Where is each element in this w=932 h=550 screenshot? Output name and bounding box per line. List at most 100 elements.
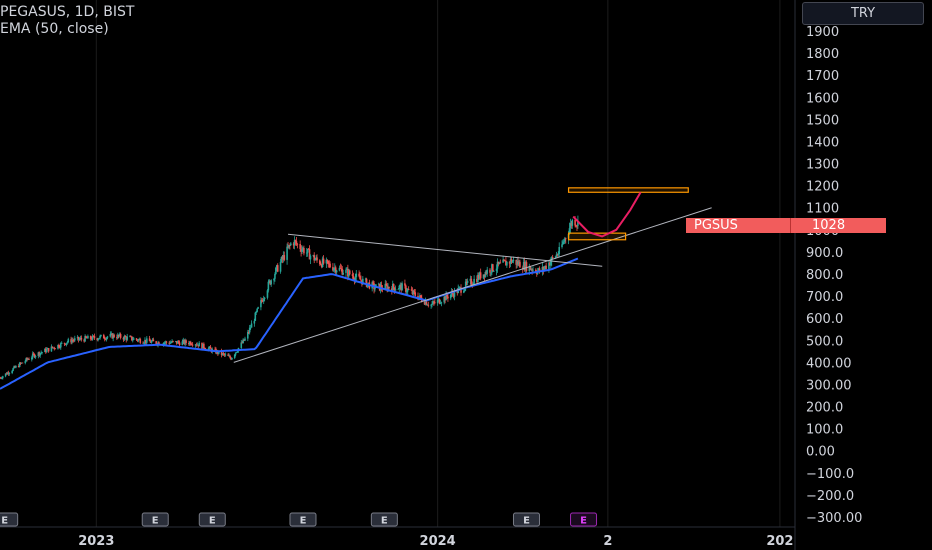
candle-body	[80, 337, 83, 340]
candle	[125, 335, 128, 343]
candle-body	[437, 298, 440, 300]
candle-body	[109, 334, 112, 337]
candle-body	[305, 252, 308, 254]
candle-body	[74, 338, 76, 341]
candle	[325, 257, 328, 269]
price-tag-divider	[790, 218, 791, 233]
candle-body	[472, 283, 474, 285]
candle-body	[405, 291, 408, 293]
y-tick-label: 400.00	[806, 356, 852, 371]
candle	[359, 272, 361, 280]
candle	[231, 357, 233, 360]
candle	[410, 286, 413, 291]
candle-body	[412, 290, 415, 295]
candle-body	[197, 344, 200, 347]
candle-body	[14, 366, 16, 368]
trendline-support	[233, 207, 712, 363]
candle	[339, 263, 342, 269]
candle-body	[98, 338, 100, 340]
candle	[148, 335, 151, 342]
candle-body	[512, 259, 515, 262]
candle	[414, 289, 417, 298]
candle-body	[34, 355, 37, 358]
candle-body	[103, 334, 105, 339]
candle	[355, 270, 358, 281]
candle	[292, 241, 295, 249]
candle-body	[90, 338, 93, 340]
candle-body	[241, 342, 244, 344]
candle	[189, 340, 192, 346]
candle	[30, 355, 33, 362]
candle	[391, 280, 394, 292]
symbol-line[interactable]: PEGASUS, 1D, BIST	[0, 4, 135, 20]
candle	[38, 351, 41, 357]
candle-body	[469, 278, 472, 281]
candle-body	[123, 336, 126, 340]
indicator-line[interactable]: EMA (50, close)	[0, 21, 109, 37]
candle-body	[286, 246, 288, 260]
y-tick-label: 1300	[806, 158, 839, 173]
candle	[117, 334, 120, 339]
candle-body	[122, 337, 125, 340]
candle	[190, 343, 193, 346]
candle	[105, 336, 108, 342]
candle-body	[424, 301, 427, 305]
candle	[515, 259, 517, 269]
candle-body	[87, 335, 89, 339]
candle	[374, 283, 376, 292]
candle-body	[281, 257, 284, 260]
candle	[530, 267, 532, 271]
candle	[312, 254, 315, 258]
candle	[175, 341, 178, 345]
candle	[476, 275, 478, 284]
candle	[209, 344, 212, 349]
candle-body	[163, 342, 166, 344]
candle	[177, 340, 180, 344]
candle	[453, 287, 456, 301]
candle	[473, 275, 475, 286]
candle	[257, 306, 259, 310]
candle-body	[398, 285, 401, 289]
candle-body	[410, 289, 413, 291]
candle	[198, 341, 200, 347]
candle-body	[365, 278, 368, 287]
candle-body	[439, 303, 442, 305]
candle-body	[254, 312, 257, 321]
candle-body	[518, 261, 520, 265]
candle	[472, 282, 474, 285]
candle-body	[279, 261, 282, 272]
currency-button[interactable]: TRY	[802, 2, 924, 25]
candle	[254, 311, 257, 322]
candle	[490, 272, 492, 277]
candle	[25, 357, 27, 363]
candle-body	[152, 339, 155, 342]
candle-body	[384, 283, 387, 290]
candle-body	[456, 290, 459, 293]
candle-body	[12, 368, 14, 371]
candle-body	[473, 278, 475, 284]
candle	[338, 265, 341, 272]
candle-body	[505, 260, 507, 266]
candle	[130, 335, 132, 338]
candle	[260, 297, 262, 311]
candle-body	[73, 340, 75, 342]
candle	[525, 260, 528, 273]
candle-body	[261, 300, 263, 301]
last-price-tag: PGSUS 1028	[686, 218, 886, 233]
candle	[316, 254, 318, 263]
candle-body	[105, 337, 108, 340]
earnings-badge-label: E	[381, 516, 388, 527]
candle	[247, 329, 250, 335]
candle-body	[551, 257, 554, 258]
candle-body	[405, 285, 407, 292]
candle	[523, 257, 526, 272]
candle-body	[477, 274, 480, 279]
candle	[334, 265, 337, 275]
candle-body	[347, 268, 349, 277]
candle-body	[148, 338, 151, 342]
candle-body	[453, 290, 456, 297]
candle	[91, 334, 94, 341]
candle	[256, 308, 258, 313]
candle	[437, 297, 440, 302]
